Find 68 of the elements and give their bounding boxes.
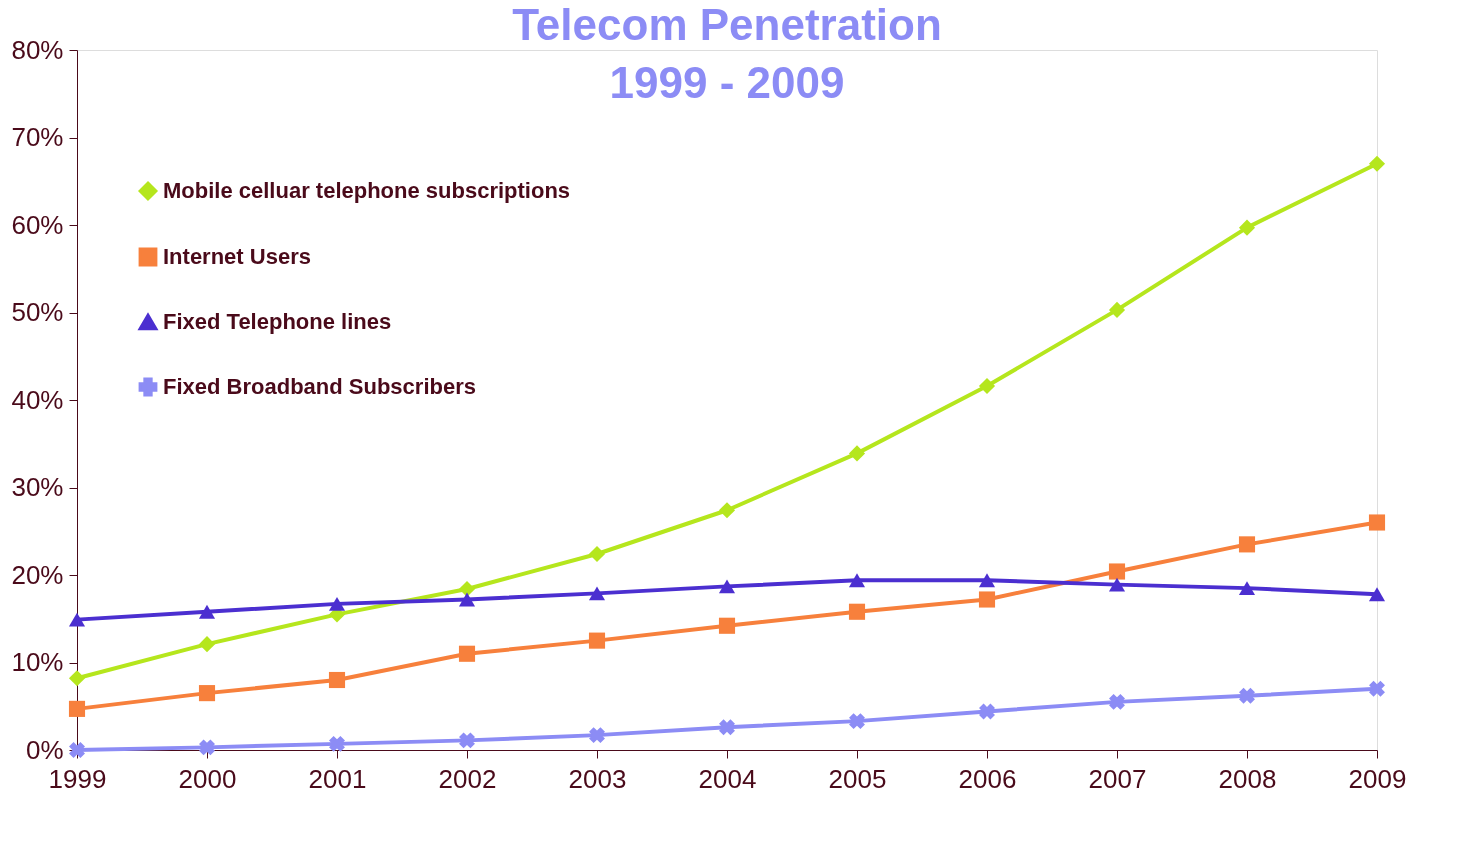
point: [1368, 587, 1386, 602]
x-tick-label: 2006: [958, 763, 1017, 794]
point: [198, 685, 216, 702]
y-tick-label: 0%: [25, 734, 64, 765]
y-tick-label: 80%: [11, 34, 64, 65]
text: Telecom Penetration: [512, 0, 942, 49]
x-tick-label: 2004: [698, 763, 757, 794]
point: [979, 703, 995, 720]
point: [589, 727, 605, 744]
x-tick-label: 2007: [1088, 763, 1147, 794]
y-tick-label: 10%: [11, 647, 64, 677]
y-tick-label: 70%: [11, 122, 64, 152]
point: [718, 617, 736, 634]
legend-label: Internet Users: [163, 244, 311, 269]
point: [848, 603, 866, 620]
x-tick-label: 2002: [438, 763, 497, 794]
point: [978, 591, 996, 608]
point: [199, 739, 215, 756]
point: [1238, 219, 1256, 236]
text: 1999 - 2009: [609, 58, 845, 107]
point: [458, 592, 476, 607]
x-tick-label: 2001: [308, 763, 367, 794]
point: [68, 700, 86, 717]
point: [68, 612, 86, 627]
point: [1108, 301, 1126, 318]
y-tick-label: 30%: [11, 472, 64, 502]
point: [1109, 693, 1125, 710]
legend-label: Mobile celluar telephone subscriptions: [163, 178, 571, 203]
point: [718, 579, 736, 594]
point: [1238, 581, 1256, 596]
point: [848, 445, 866, 462]
x-tick-label: 2005: [828, 763, 887, 794]
point: [328, 596, 346, 611]
point: [1238, 536, 1256, 553]
point: [588, 586, 606, 601]
y-tick-label: 60%: [11, 209, 64, 240]
point: [68, 670, 86, 687]
x-tick-label: 2009: [1348, 763, 1407, 794]
point: [978, 573, 996, 588]
y-tick-label: 50%: [11, 297, 64, 327]
point: [459, 732, 475, 749]
point: [198, 636, 216, 653]
point: [458, 645, 476, 662]
point: [588, 632, 606, 649]
point: [718, 502, 736, 519]
point: [328, 671, 346, 689]
point: [719, 719, 735, 736]
point: [978, 377, 996, 395]
point: [1239, 687, 1255, 704]
point: [458, 580, 476, 598]
point: [1369, 680, 1385, 697]
y-tick-label: 20%: [11, 559, 64, 590]
x-tick-label: 1999: [48, 763, 107, 794]
point: [1368, 514, 1386, 531]
y-tick-label: 40%: [11, 384, 64, 415]
x-tick-label: 2000: [178, 763, 237, 794]
legend-label: Fixed Telephone lines: [163, 309, 392, 334]
point: [848, 573, 866, 588]
point: [849, 713, 865, 730]
point: [1368, 155, 1386, 172]
point: [198, 604, 216, 619]
point: [1108, 563, 1126, 580]
legend-label: Fixed Broadband Subscribers: [163, 374, 476, 399]
point: [588, 545, 606, 563]
point: [1108, 577, 1126, 592]
point: [329, 735, 345, 752]
x-tick-label: 2008: [1218, 763, 1277, 794]
x-tick-label: 2003: [568, 763, 627, 794]
